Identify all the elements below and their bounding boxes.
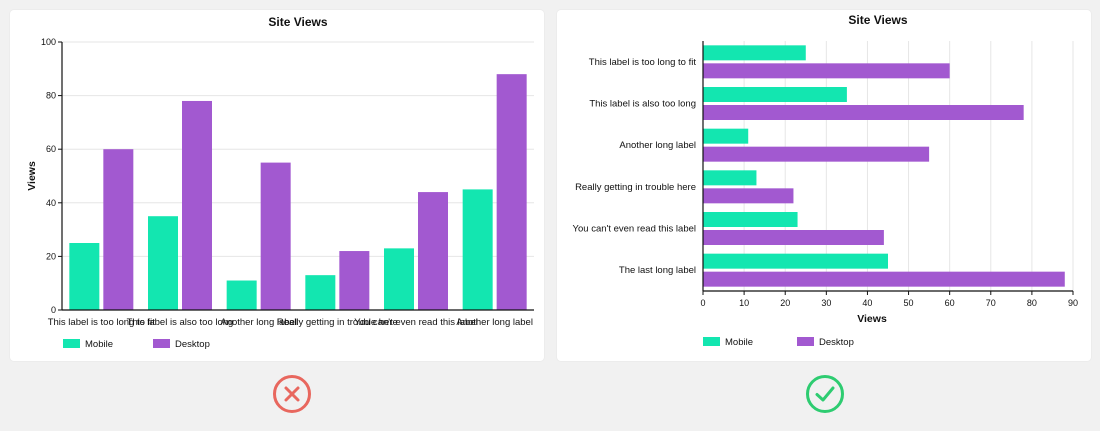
bar-mobile: [69, 243, 100, 310]
x-tick-label: 40: [862, 298, 872, 308]
bar-desktop: [182, 100, 212, 311]
legend-swatch-mobile: [63, 339, 80, 348]
bar-mobile: [703, 253, 888, 269]
y-category-label: This label is also too long: [589, 99, 696, 110]
bar-desktop: [703, 146, 930, 162]
bar-mobile: [226, 280, 257, 310]
bar-desktop: [703, 271, 1065, 287]
y-tick-label: 0: [51, 305, 56, 315]
y-category-label: The last long label: [619, 265, 696, 276]
x-category-label: This label is also too long: [127, 317, 234, 328]
bar-desktop: [496, 74, 527, 310]
y-tick-label: 80: [46, 91, 56, 101]
x-tick-label: 0: [700, 298, 705, 308]
chart-title: Site Views: [848, 13, 907, 27]
bar-mobile: [305, 275, 336, 310]
bar-desktop: [339, 251, 370, 310]
y-tick-label: 60: [46, 144, 56, 154]
x-category-label: Another long label: [456, 317, 533, 328]
bar-mobile: [703, 45, 806, 61]
x-tick-label: 90: [1068, 298, 1078, 308]
y-tick-label: 20: [46, 251, 56, 261]
legend-swatch-desktop: [797, 337, 814, 346]
bar-desktop: [703, 230, 884, 245]
x-tick-label: 20: [780, 298, 790, 308]
bar-desktop: [103, 149, 134, 310]
bar-mobile: [384, 248, 414, 310]
legend-label-desktop: Desktop: [819, 337, 854, 348]
bar-mobile: [703, 170, 757, 186]
y-tick-label: 100: [41, 37, 56, 47]
bar-desktop: [703, 188, 794, 204]
horizontal-bar-chart: Site Views 0 10 20 30 40 50 60 70 80 90 Views This l…: [573, 13, 1078, 348]
horizontal-bar-chart-panel: Site Views 0 10 20 30 40 50 60 70 80 90 Views This l…: [557, 10, 1091, 361]
bar-mobile: [148, 216, 178, 310]
y-category-label: This label is too long to fit: [589, 57, 697, 68]
legend-label-desktop: Desktop: [175, 339, 210, 350]
checkmark-icon: [806, 375, 844, 413]
y-axis-label: Views: [26, 161, 38, 191]
bar-mobile: [462, 189, 493, 310]
legend-swatch-desktop: [153, 339, 170, 348]
x-tick-label: 50: [904, 298, 914, 308]
y-category-label: Really getting in trouble here: [575, 182, 696, 193]
bar-mobile: [703, 87, 847, 102]
bar-desktop: [703, 105, 1024, 120]
vertical-bar-chart-panel: Site Views 0 20 40 60 80 100 Views This label is…: [10, 10, 544, 361]
x-category-label: Another long label: [220, 317, 297, 328]
legend-label-mobile: Mobile: [725, 337, 753, 348]
legend-label-mobile: Mobile: [85, 339, 113, 350]
bar-mobile: [703, 128, 749, 144]
x-tick-label: 10: [739, 298, 749, 308]
y-category-label: Another long label: [619, 140, 696, 151]
legend-swatch-mobile: [703, 337, 720, 346]
y-category-label: You can't even read this label: [573, 224, 696, 235]
bar-desktop: [260, 162, 291, 310]
x-category-label: This label is too long to fit: [48, 317, 156, 328]
bar-desktop: [703, 63, 950, 79]
cross-icon: [273, 375, 311, 413]
x-axis-label: Views: [857, 313, 887, 325]
x-tick-label: 30: [821, 298, 831, 308]
x-tick-label: 60: [945, 298, 955, 308]
vertical-bar-chart: Site Views 0 20 40 60 80 100 Views This label is…: [26, 15, 534, 350]
y-tick-label: 40: [46, 198, 56, 208]
x-category-label: Really getting in trouble here: [277, 317, 398, 328]
x-category-label: You can't even read this label: [354, 317, 477, 328]
bar-desktop: [418, 192, 448, 310]
chart-title: Site Views: [268, 15, 327, 29]
x-tick-label: 70: [986, 298, 996, 308]
x-tick-label: 80: [1027, 298, 1037, 308]
bar-mobile: [703, 212, 798, 227]
